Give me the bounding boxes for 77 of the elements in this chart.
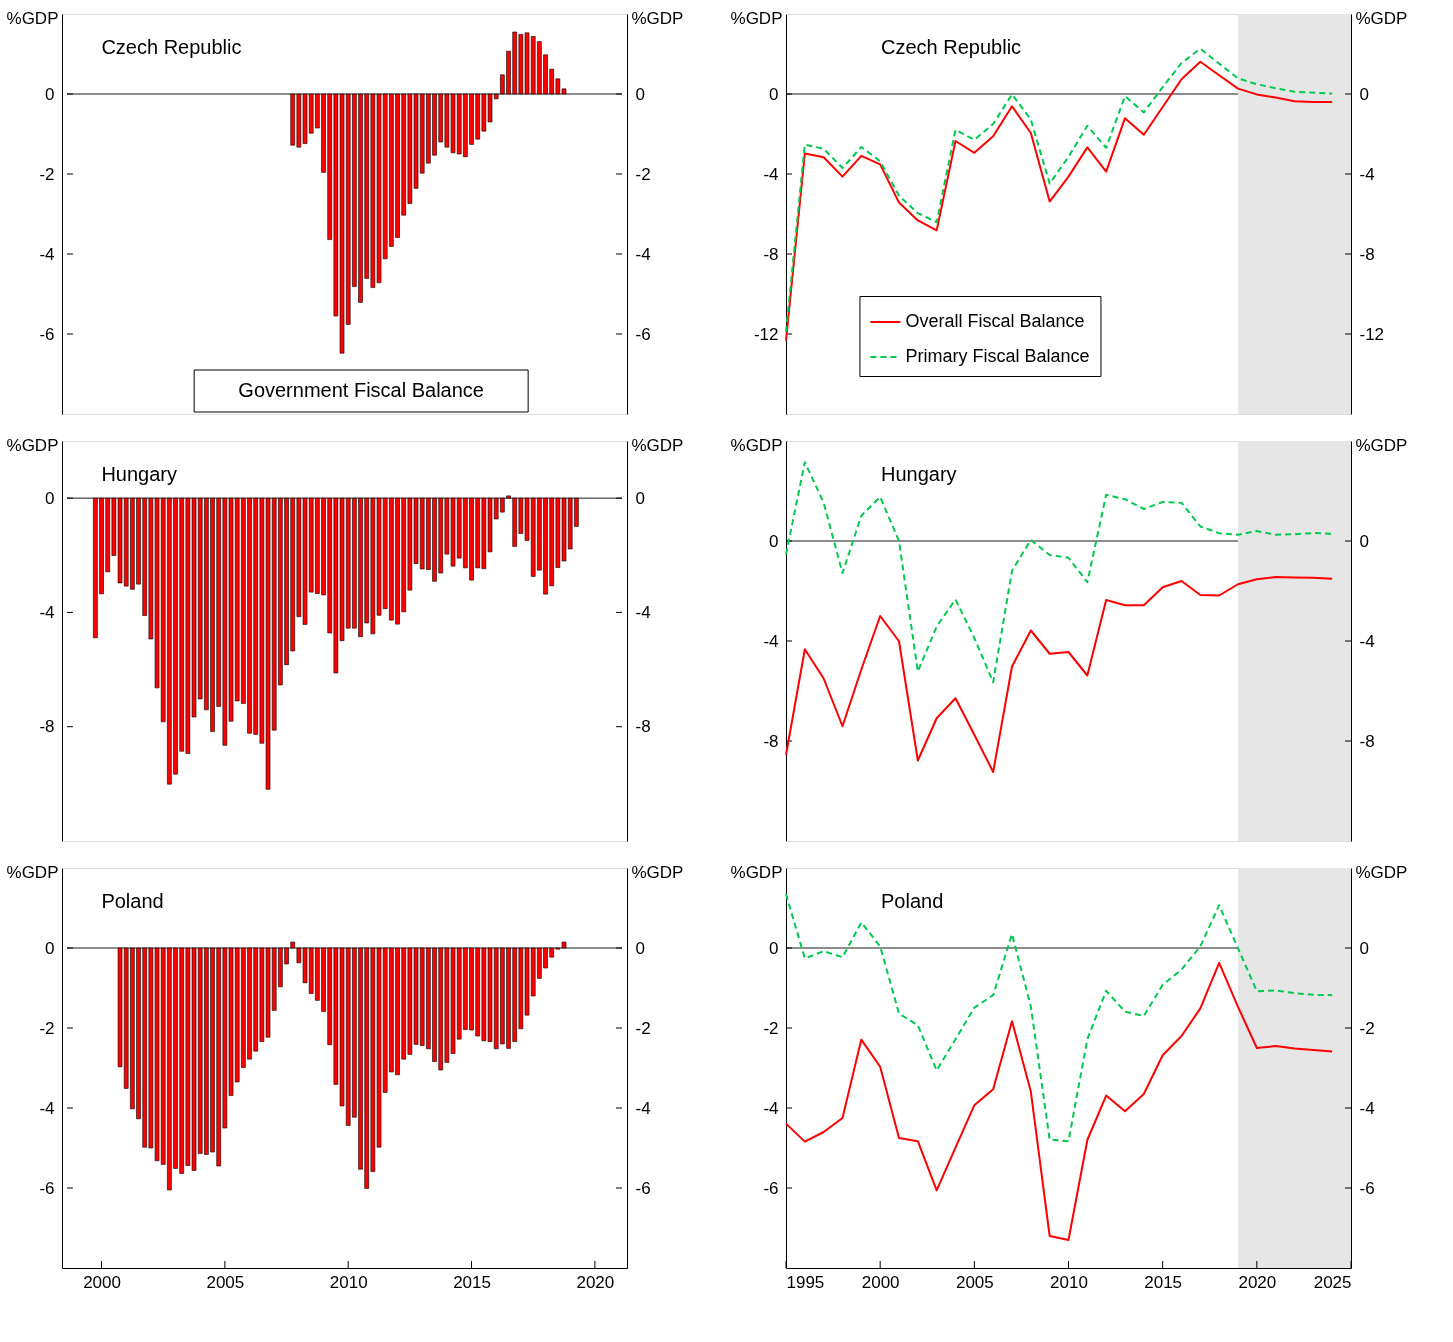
y-tick-label: 0: [45, 938, 55, 958]
y2-tick-label: 0: [635, 84, 645, 104]
y2-tick-label: -6: [635, 324, 651, 344]
y2-tick-label: -8: [635, 717, 651, 737]
y-tick-label: -4: [39, 1098, 55, 1118]
y2-tick-label: -4: [1359, 164, 1375, 184]
y2-tick-label: -12: [1359, 324, 1385, 344]
y-axis-title: %GDP: [6, 435, 59, 455]
y2-axis-title: %GDP: [1355, 862, 1408, 882]
y2-axis-title: %GDP: [1355, 8, 1408, 28]
x-tick-label: 1995: [786, 1272, 825, 1292]
y-tick-label: -8: [763, 244, 779, 264]
x-tick-label: 2015: [1144, 1272, 1183, 1292]
y-tick-label: -6: [39, 324, 55, 344]
y2-tick-label: -8: [1359, 244, 1375, 264]
y2-tick-label: -6: [635, 1178, 651, 1198]
y-axis-title: %GDP: [730, 435, 783, 455]
y2-tick-label: -2: [635, 164, 651, 184]
y-axis-title: %GDP: [730, 862, 783, 882]
y-tick-label: 0: [769, 531, 779, 551]
x-tick-label: 2015: [453, 1272, 491, 1292]
x-tick-label: 2010: [329, 1272, 368, 1292]
y2-tick-label: 0: [1359, 84, 1369, 104]
y-tick-label: -4: [763, 631, 779, 651]
y-tick-label: -2: [763, 1018, 779, 1038]
y-axis-title: %GDP: [6, 862, 59, 882]
y2-axis-title: %GDP: [631, 862, 684, 882]
y-tick-label: -2: [39, 164, 55, 184]
y-tick-label: -8: [763, 731, 779, 751]
y-tick-label: 0: [45, 84, 55, 104]
x-tick-label: 2025: [1313, 1272, 1352, 1292]
y-tick-label: -2: [39, 1018, 55, 1038]
y2-tick-label: -4: [1359, 631, 1375, 651]
x-tick-label: 2020: [1238, 1272, 1277, 1292]
y-axis-title: %GDP: [730, 8, 783, 28]
y-tick-label: -8: [39, 717, 55, 737]
y-tick-label: -4: [39, 244, 55, 264]
x-tick-label: 2005: [206, 1272, 245, 1292]
text: Poland: [101, 890, 164, 912]
text: Czech Republic: [881, 36, 1022, 58]
annotation: Government Fiscal Balance: [238, 379, 484, 401]
text: Czech Republic: [101, 36, 242, 58]
y2-tick-label: 0: [1359, 531, 1369, 551]
y-tick-label: -4: [763, 1098, 779, 1118]
y-tick-label: 0: [45, 488, 55, 508]
y2-axis-title: %GDP: [1355, 435, 1408, 455]
y-tick-label: 0: [769, 84, 779, 104]
y-axis-title: %GDP: [6, 8, 59, 28]
y2-tick-label: 0: [635, 938, 645, 958]
y-tick-label: -4: [39, 602, 55, 622]
y-tick-label: -12: [753, 324, 779, 344]
y2-axis-title: %GDP: [631, 8, 684, 28]
y2-tick-label: 0: [1359, 938, 1369, 958]
y2-axis-title: %GDP: [631, 435, 684, 455]
x-tick-label: 2005: [955, 1272, 994, 1292]
x-tick-label: 2010: [1050, 1272, 1088, 1292]
legend-label: Primary Fiscal Balance: [905, 346, 1090, 366]
text: Hungary: [881, 463, 957, 485]
text: Poland: [881, 890, 944, 912]
x-tick-label: 2000: [861, 1272, 900, 1292]
legend-label: Overall Fiscal Balance: [905, 311, 1085, 331]
y2-tick-label: -4: [635, 602, 651, 622]
y2-tick-label: -2: [635, 1018, 651, 1038]
y2-tick-label: -4: [635, 1098, 651, 1118]
y2-tick-label: -4: [635, 244, 651, 264]
y2-tick-label: -2: [1359, 1018, 1375, 1038]
y2-tick-label: -6: [1359, 1178, 1375, 1198]
y-tick-label: -6: [39, 1178, 55, 1198]
y-tick-label: -4: [763, 164, 779, 184]
x-tick-label: 2000: [83, 1272, 121, 1292]
y2-tick-label: 0: [635, 488, 645, 508]
x-tick-label: 2020: [576, 1272, 615, 1292]
y-tick-label: 0: [769, 938, 779, 958]
text: Hungary: [101, 463, 177, 485]
y2-tick-label: -4: [1359, 1098, 1375, 1118]
y2-tick-label: -8: [1359, 731, 1375, 751]
y-tick-label: -6: [763, 1178, 779, 1198]
